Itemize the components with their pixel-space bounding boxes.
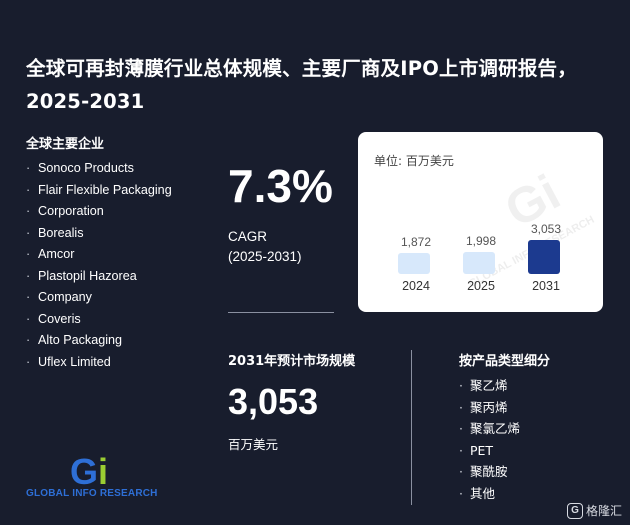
gi-logo-icon: Gi <box>70 451 109 492</box>
divider-vertical <box>411 350 412 505</box>
companies-list: Sonoco Products Flair Flexible Packaging… <box>26 158 196 373</box>
company-item: Amcor <box>26 244 196 266</box>
company-item: Alto Packaging <box>26 330 196 352</box>
bar-value-label: 1,872 <box>400 235 432 249</box>
bar-year-label: 2025 <box>467 279 495 293</box>
segment-item: 聚氯乙烯 <box>459 418 520 440</box>
company-item-continued: Company <box>26 287 196 309</box>
chart-unit-label: 单位: 百万美元 <box>374 154 454 168</box>
bar <box>528 240 560 274</box>
segments-heading: 按产品类型细分 <box>459 354 551 369</box>
market-value: 3,053 <box>228 381 319 422</box>
bar <box>463 252 495 274</box>
market-heading: 2031年预计市场规模 <box>228 354 356 369</box>
company-item: Coveris <box>26 309 196 331</box>
cagr-label: CAGR <box>228 229 268 244</box>
gelonghui-brand: G 格隆汇 <box>566 502 622 519</box>
company-item: Borealis <box>26 223 196 245</box>
chart-card: Gi GLOBAL INFO RESEARCH 单位: 百万美元 1,872 20… <box>358 132 603 312</box>
bar-year-label: 2031 <box>532 279 560 293</box>
global-info-research-logo: Gi GLOBAL INFO RESEARCH <box>26 452 176 500</box>
segment-item: 聚丙烯 <box>459 397 520 419</box>
divider-horizontal <box>228 312 334 313</box>
cagr-value: 7.3% <box>228 160 333 212</box>
logo-text: GLOBAL INFO RESEARCH <box>26 488 158 499</box>
segment-item: 聚乙烯 <box>459 375 520 397</box>
company-item: Uflex Limited <box>26 352 196 374</box>
segment-item: 聚酰胺 <box>459 461 520 483</box>
cagr-range: (2025-2031) <box>228 249 302 264</box>
company-item-continued: Corporation <box>26 201 196 223</box>
company-item: Flair Flexible Packaging <box>26 180 196 202</box>
report-title: 全球可再封薄膜行业总体规模、主要厂商及IPO上市调研报告，2025-2031 <box>26 57 577 113</box>
bar <box>398 253 430 274</box>
segment-item: 其他 <box>459 483 520 505</box>
bar-year-label: 2024 <box>402 279 430 293</box>
segment-item: PET <box>459 440 520 462</box>
market-unit: 百万美元 <box>228 437 279 452</box>
companies-heading: 全球主要企业 <box>26 137 105 152</box>
bar-value-label: 3,053 <box>530 222 562 236</box>
company-item: Plastopil Hazorea <box>26 266 196 288</box>
company-item: Sonoco Products <box>26 158 196 180</box>
bar-value-label: 1,998 <box>465 234 497 248</box>
brand-name: 格隆汇 <box>585 504 622 518</box>
gelonghui-icon: G <box>566 502 583 519</box>
segments-list: 聚乙烯 聚丙烯 聚氯乙烯 PET 聚酰胺 其他 <box>459 375 520 504</box>
